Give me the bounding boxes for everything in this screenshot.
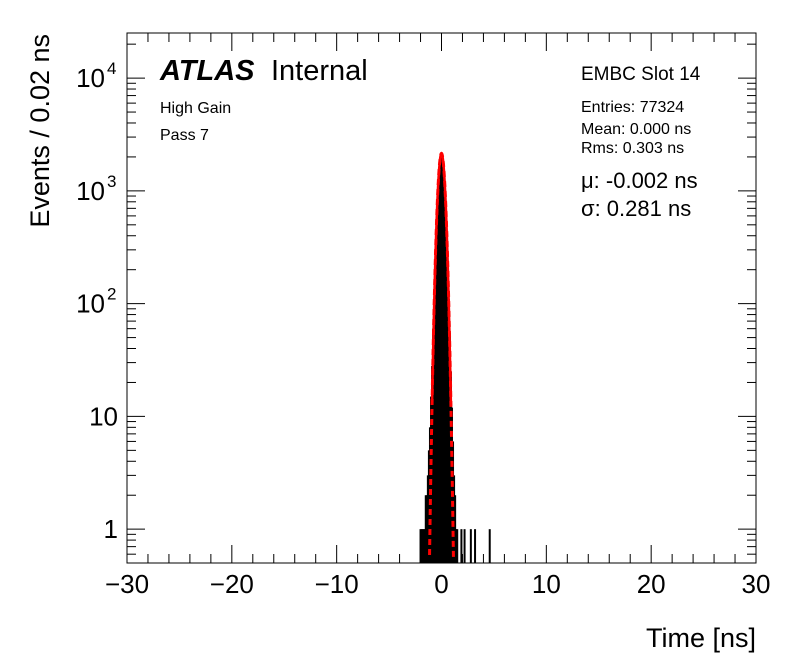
atlas-label: ATLAS (159, 55, 255, 87)
histogram-bar (448, 332, 451, 563)
histogram-bar (422, 529, 425, 563)
y-tick-label: 10 (76, 63, 105, 93)
histogram-bar (456, 529, 459, 563)
histogram-bar (441, 158, 444, 563)
rms-stat: Rms: 0.303 ns (581, 140, 684, 157)
y-axis-label: Events / 0.02 ns (25, 34, 55, 228)
fit-sigma: σ: 0.281 ns (581, 196, 691, 221)
entries-stat: Entries: 77324 (581, 99, 684, 116)
x-tick-label: 30 (742, 569, 771, 599)
histogram-bar (443, 190, 446, 563)
histogram-bar (469, 529, 472, 563)
histogram-bar (446, 267, 449, 563)
x-tick-label: 20 (637, 569, 666, 599)
histogram-bar (424, 495, 427, 563)
histogram-bar (432, 328, 435, 563)
y-tick-label-exponent: 2 (107, 285, 116, 304)
internal-label: Internal (271, 55, 368, 87)
histogram-bar (423, 529, 426, 563)
x-tick-label: −10 (315, 569, 359, 599)
histogram-bar (438, 171, 441, 563)
histogram-bar (436, 211, 439, 563)
histogram-bar (444, 211, 447, 563)
histogram-bar (421, 529, 424, 563)
histogram-bar (439, 158, 442, 563)
y-tick-label: 10 (76, 176, 105, 206)
pass-label: Pass 7 (160, 127, 209, 144)
histogram-bar (434, 267, 437, 563)
fit-curve (430, 151, 453, 406)
slot-label: EMBC Slot 14 (581, 64, 701, 85)
gain-label: High Gain (160, 100, 231, 117)
x-tick-label: 0 (434, 569, 448, 599)
axis-minor-ticks (127, 33, 756, 563)
histogram-bars (419, 153, 491, 564)
histogram-bar (437, 190, 440, 563)
axis-major-ticks (126, 33, 757, 563)
histogram-bar (454, 495, 457, 563)
fit-mu: μ: -0.002 ns (581, 168, 698, 193)
gaussian-fit (428, 151, 455, 558)
y-tick-label: 1 (104, 514, 118, 544)
histogram-bar (420, 529, 423, 563)
x-tick-labels: −30 −20 −10 0 10 20 30 (105, 569, 771, 599)
histogram-bar (435, 238, 438, 564)
histogram-bar (440, 153, 443, 564)
histogram-bar (427, 450, 430, 563)
histogram-bar (447, 298, 450, 563)
histogram-bar (445, 238, 448, 564)
histogram-bar (425, 495, 428, 563)
histogram-bar (428, 427, 431, 563)
histogram-bar (419, 529, 422, 563)
x-tick-label: −20 (210, 569, 254, 599)
histogram-bar (433, 298, 436, 563)
histogram-bar (449, 371, 452, 563)
y-tick-label-exponent: 3 (107, 172, 116, 191)
mean-stat: Mean: 0.000 ns (581, 121, 691, 138)
x-axis-label: Time [ns] (646, 623, 756, 653)
histogram-bar (460, 529, 463, 563)
histogram-bar (455, 529, 458, 563)
y-tick-label: 10 (89, 401, 118, 431)
x-tick-label: −30 (105, 569, 149, 599)
histogram-bar (426, 475, 429, 563)
histogram-bar (488, 529, 491, 563)
histogram-bar (463, 529, 466, 563)
y-tick-label-exponent: 4 (107, 59, 116, 78)
y-tick-label: 10 (76, 289, 105, 319)
x-tick-label: 10 (532, 569, 561, 599)
histogram-bar (453, 475, 456, 563)
histogram-bar (442, 171, 445, 563)
histogram-bar (474, 529, 477, 563)
